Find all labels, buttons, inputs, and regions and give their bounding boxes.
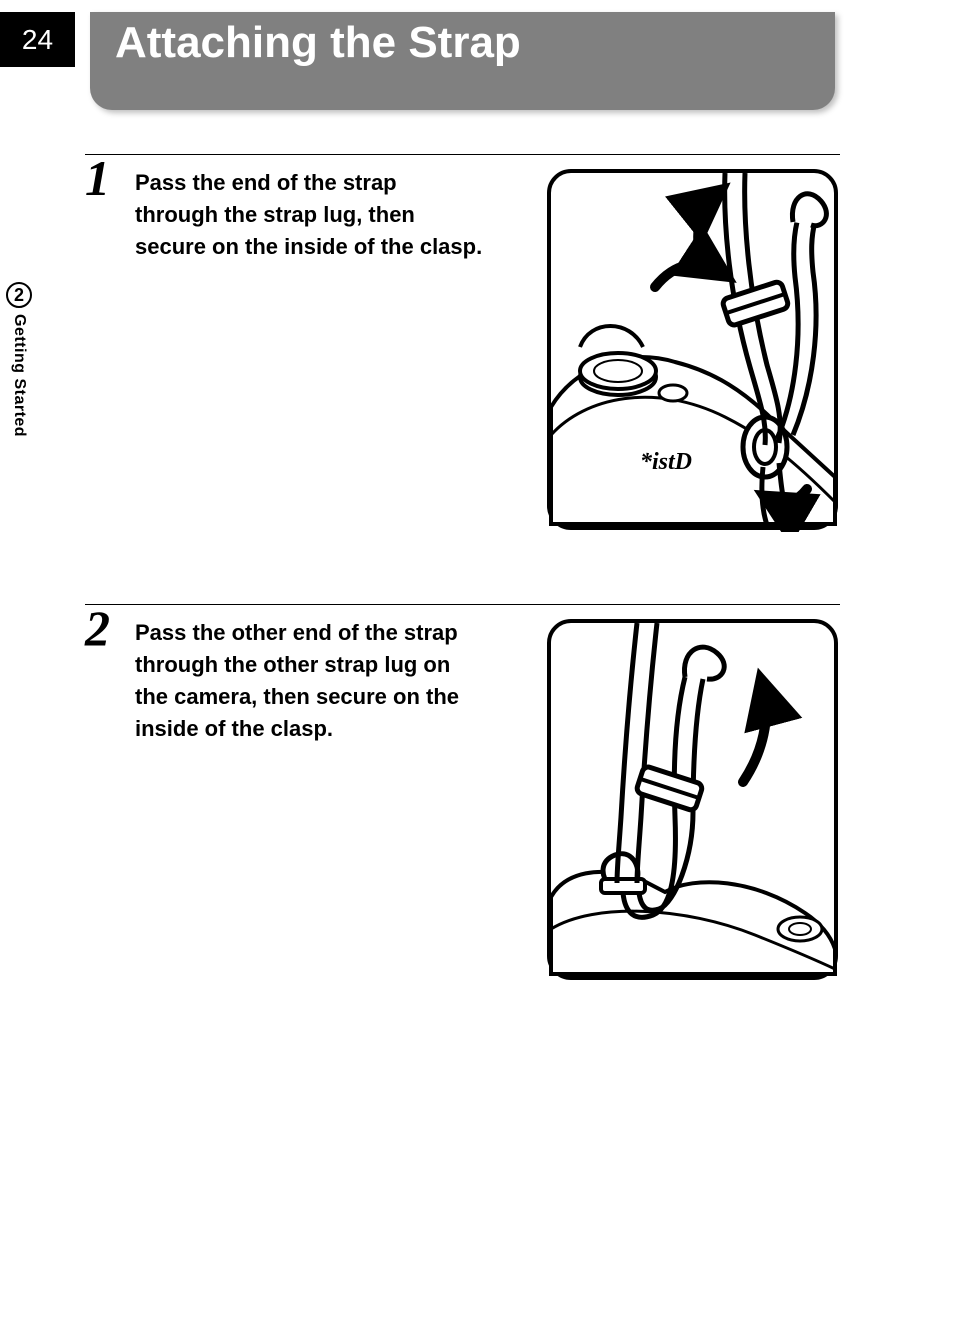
page-number-text: 24 [22, 24, 53, 56]
step: 2 Pass the other end of the strap throug… [85, 604, 840, 1004]
step-figure [545, 617, 840, 982]
page-title: Attaching the Strap [115, 18, 521, 67]
steps-container: 1 Pass the end of the strap through the … [85, 154, 840, 1054]
chapter-number: 2 [14, 285, 24, 306]
step-figure: *istD [545, 167, 840, 532]
camera-model-label: *istD [640, 449, 692, 475]
strap-illustration-1-icon: *istD [545, 167, 840, 532]
page-title-bar: Attaching the Strap [90, 12, 835, 110]
strap-illustration-2-icon [545, 617, 840, 982]
step-text: Pass the end of the strap through the st… [135, 167, 485, 263]
chapter-number-badge: 2 [6, 282, 32, 308]
page-number: 24 [0, 12, 75, 67]
step: 1 Pass the end of the strap through the … [85, 154, 840, 554]
step-number: 2 [85, 603, 135, 653]
step-text: Pass the other end of the strap through … [135, 617, 485, 745]
step-number: 1 [85, 153, 135, 203]
chapter-label: Getting Started [10, 314, 28, 437]
side-tab: 2 Getting Started [3, 282, 35, 437]
